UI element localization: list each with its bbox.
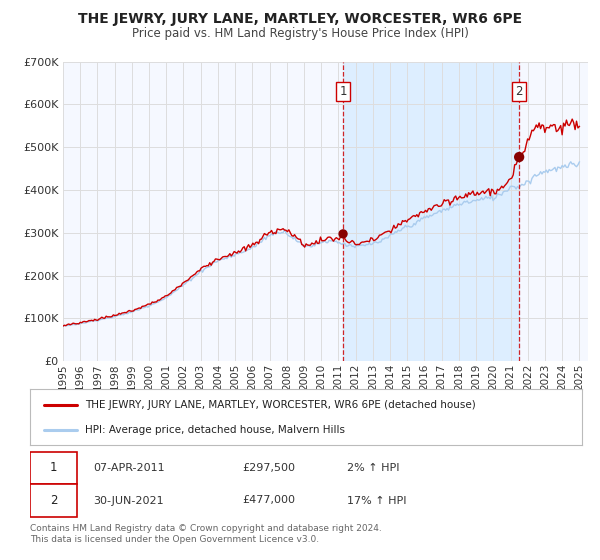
FancyBboxPatch shape — [30, 484, 77, 516]
Text: Price paid vs. HM Land Registry's House Price Index (HPI): Price paid vs. HM Land Registry's House … — [131, 27, 469, 40]
Text: £477,000: £477,000 — [242, 496, 296, 506]
Text: 2: 2 — [50, 494, 57, 507]
Text: Contains HM Land Registry data © Crown copyright and database right 2024.: Contains HM Land Registry data © Crown c… — [30, 524, 382, 533]
Text: 1: 1 — [340, 85, 347, 98]
Text: 2: 2 — [515, 85, 523, 98]
Text: 1: 1 — [50, 461, 57, 474]
Text: 30-JUN-2021: 30-JUN-2021 — [94, 496, 164, 506]
Text: 2% ↑ HPI: 2% ↑ HPI — [347, 463, 400, 473]
Text: This data is licensed under the Open Government Licence v3.0.: This data is licensed under the Open Gov… — [30, 535, 319, 544]
Text: HPI: Average price, detached house, Malvern Hills: HPI: Average price, detached house, Malv… — [85, 424, 345, 435]
FancyBboxPatch shape — [30, 451, 77, 484]
Point — [338, 230, 348, 239]
Text: THE JEWRY, JURY LANE, MARTLEY, WORCESTER, WR6 6PE: THE JEWRY, JURY LANE, MARTLEY, WORCESTER… — [78, 12, 522, 26]
Bar — [343, 62, 519, 361]
Text: 17% ↑ HPI: 17% ↑ HPI — [347, 496, 407, 506]
Text: 07-APR-2011: 07-APR-2011 — [94, 463, 165, 473]
Text: £297,500: £297,500 — [242, 463, 296, 473]
Point — [514, 152, 524, 161]
Text: THE JEWRY, JURY LANE, MARTLEY, WORCESTER, WR6 6PE (detached house): THE JEWRY, JURY LANE, MARTLEY, WORCESTER… — [85, 400, 476, 410]
